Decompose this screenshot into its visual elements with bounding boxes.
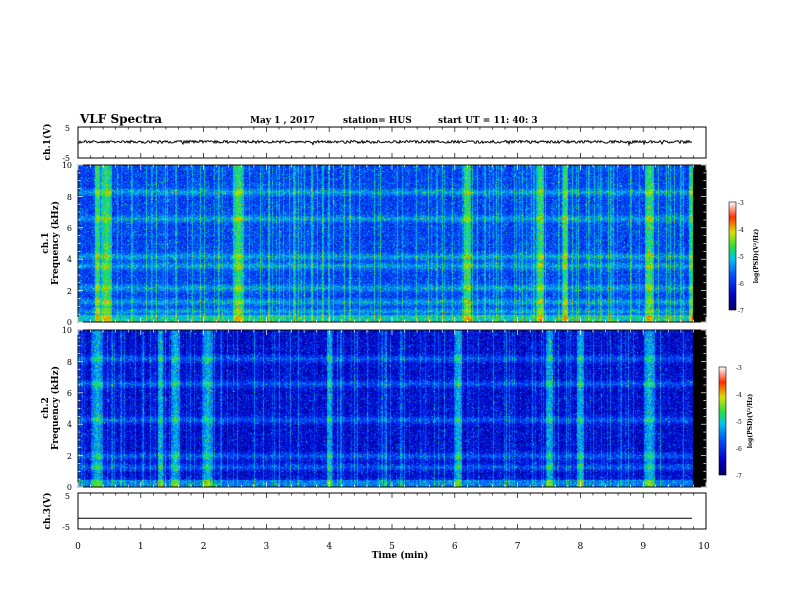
start-time-label: start UT = 11: 40: 3 [438, 116, 538, 126]
ch1-spectrogram-ylabel-channel: ch.1 [41, 232, 51, 253]
figure-title: VLF Spectra [79, 112, 162, 126]
x-axis: 0 1 2 3 4 5 6 7 8 9 10 Time (min) [75, 542, 710, 561]
ch2-ytick-0: 0 [67, 483, 72, 492]
ch2-spectrogram-ylabel-channel: ch.2 [41, 397, 51, 418]
ch3-waveform-ylabel: ch.3(V) [42, 493, 53, 530]
ch2-cbar-tick-m3: -3 [736, 365, 742, 372]
ch1-ytick-6: 6 [67, 224, 72, 233]
ch3-waveform-ytick-top: 5 [65, 492, 70, 501]
ch2-spectrogram-ylabel-frequency: Frequency (kHz) [50, 366, 61, 450]
ch1-waveform-ytick-bottom: -5 [62, 154, 70, 163]
ch1-spectrogram-panel: 0 2 4 6 8 10 ch.1 Frequency (kHz) [41, 161, 707, 327]
ch1-spectrogram-image [78, 165, 706, 322]
x-tick-label-1: 1 [138, 542, 144, 552]
x-tick-label-3: 3 [264, 542, 270, 552]
ch1-cbar-tick-m7: -7 [738, 308, 744, 315]
ch2-colorbar-label: log(PSD)(V²/Hz) [747, 394, 754, 449]
ch2-spectrogram-panel: 0 2 4 6 8 10 ch.2 Frequency (kHz) [41, 326, 707, 492]
ch2-spectrogram-image [78, 330, 706, 487]
x-axis-label: Time (min) [372, 550, 429, 561]
x-tick-label-7: 7 [515, 542, 521, 552]
ch2-cbar-tick-m6: -6 [736, 446, 742, 453]
x-tick-label-4: 4 [326, 542, 332, 552]
ch1-waveform-panel: 5 -5 ch.1(V) [42, 124, 707, 163]
ch2-colorbar: -3 -4 -5 -6 -7 log(PSD)(V²/Hz) [718, 365, 754, 480]
ch1-colorbar-gradient [728, 201, 737, 311]
ch3-waveform-panel: 5 -5 ch.3(V) [42, 492, 707, 532]
ch1-cbar-tick-m3: -3 [738, 200, 744, 207]
ch2-spectrogram-yticks: 0 2 4 6 8 10 [62, 326, 72, 492]
ch1-colorbar-label: log(PSD)(V²/Hz) [753, 229, 760, 284]
ch1-cbar-tick-m5: -5 [738, 254, 744, 261]
ch1-ytick-2: 2 [67, 287, 72, 296]
x-tick-label-8: 8 [578, 542, 584, 552]
x-tick-label-2: 2 [201, 542, 207, 552]
ch1-ytick-8: 8 [67, 193, 72, 202]
ch2-ytick-10: 10 [62, 326, 72, 335]
x-tick-label-6: 6 [452, 542, 458, 552]
x-tick-label-9: 9 [640, 542, 646, 552]
x-tick-label-5: 5 [389, 542, 395, 552]
date-label: May 1 , 2017 [250, 116, 315, 126]
ch2-ytick-6: 6 [67, 389, 72, 398]
ch2-colorbar-gradient [718, 366, 727, 476]
ch1-waveform-line [77, 139, 693, 147]
ch1-cbar-tick-m4: -4 [738, 227, 744, 234]
ch1-waveform-ytick-top: 5 [65, 124, 70, 133]
ch1-spectrogram-yticks: 0 2 4 6 8 10 [62, 161, 72, 327]
ch1-colorbar: -3 -4 -5 -6 -7 log(PSD)(V²/Hz) [728, 200, 760, 315]
x-tick-marks [77, 127, 707, 529]
ch1-ytick-0: 0 [67, 318, 72, 327]
ch2-ytick-8: 8 [67, 358, 72, 367]
x-tick-label-0: 0 [75, 542, 81, 552]
ch1-ytick-10: 10 [62, 161, 72, 170]
ch3-waveform-frame [77, 492, 707, 530]
x-tick-label-10: 10 [698, 542, 710, 552]
ch1-cbar-tick-m6: -6 [738, 281, 744, 288]
ch2-cbar-tick-m4: -4 [736, 392, 742, 399]
ch2-ytick-2: 2 [67, 452, 72, 461]
y-tick-marks [78, 164, 706, 488]
ch1-ytick-4: 4 [67, 255, 72, 264]
station-label: station= HUS [343, 116, 412, 126]
ch2-ytick-4: 4 [67, 420, 72, 429]
ch1-waveform-ylabel: ch.1(V) [42, 124, 53, 161]
ch1-spectrogram-ylabel-frequency: Frequency (kHz) [50, 201, 61, 285]
ch3-waveform-ytick-bottom: -5 [62, 523, 70, 532]
ch2-cbar-tick-m7: -7 [736, 473, 742, 480]
ch2-cbar-tick-m5: -5 [736, 419, 742, 426]
